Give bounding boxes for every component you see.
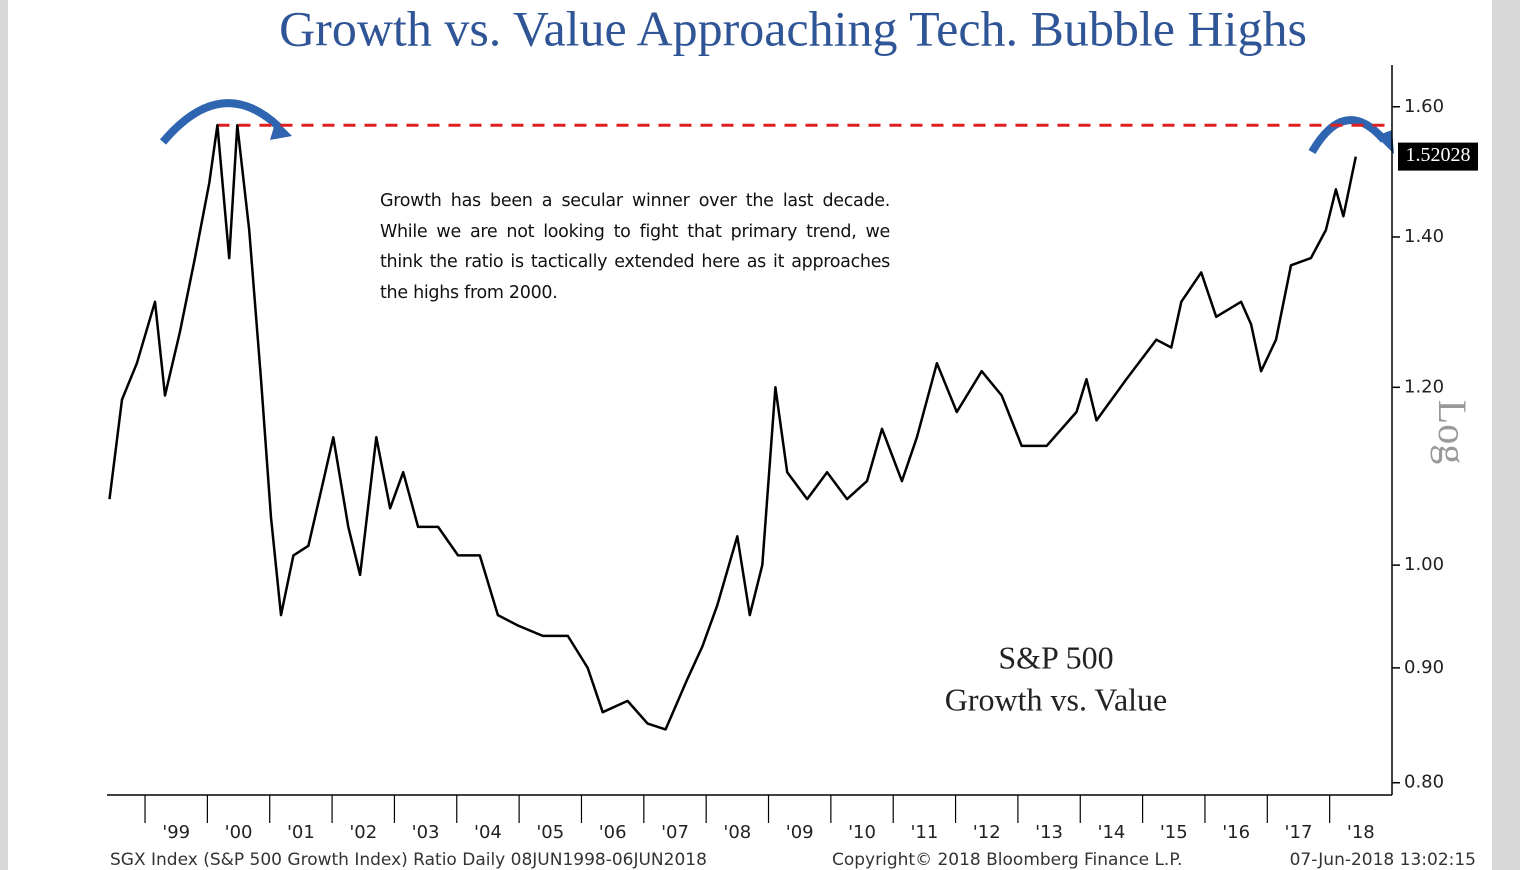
arrow-head — [1376, 130, 1394, 154]
y-axis-label: Log — [1430, 400, 1475, 464]
x-tick-label: '14 — [1098, 822, 1126, 843]
y-tick-label: 1.00 — [1404, 554, 1444, 575]
x-tick-label: '10 — [848, 822, 876, 843]
y-tick-label: 1.60 — [1404, 96, 1444, 117]
footer: Copyright© 2018 Bloomberg Finance L.P. — [832, 850, 1182, 870]
chart-title: Growth vs. Value Approaching Tech. Bubbl… — [279, 0, 1307, 56]
y-tick-label: 0.80 — [1404, 772, 1444, 793]
y-tick-label: 1.40 — [1404, 226, 1444, 247]
x-tick-label: '17 — [1285, 822, 1313, 843]
x-tick-label: '09 — [786, 822, 814, 843]
footer: SGX Index (S&P 500 Growth Index) Ratio D… — [110, 850, 707, 870]
last-value-label: 1.52028 — [1406, 144, 1471, 166]
inset-label: Growth vs. Value — [945, 681, 1168, 717]
x-tick-label: '07 — [661, 822, 689, 843]
x-tick-label: '16 — [1222, 822, 1250, 843]
x-tick-label: '04 — [474, 822, 502, 843]
x-tick-label: '11 — [910, 822, 938, 843]
arrow — [1308, 116, 1388, 155]
annotation: Growth has been a secular winner over th… — [380, 191, 890, 303]
x-tick-label: '13 — [1035, 822, 1063, 843]
x-tick-label: '99 — [162, 822, 190, 843]
x-tick-label: '02 — [349, 822, 377, 843]
inset-label: S&P 500 — [998, 639, 1113, 675]
data-line — [108, 123, 1358, 731]
x-tick-label: '03 — [412, 822, 440, 843]
last-value-badge — [1398, 142, 1478, 171]
x-tick-label: '12 — [973, 822, 1001, 843]
x-tick-label: '15 — [1160, 822, 1188, 843]
arrow — [159, 99, 283, 145]
footer: 07-Jun-2018 13:02:15 — [1290, 850, 1476, 870]
x-tick-label: '00 — [225, 822, 253, 843]
x-tick-label: '05 — [536, 822, 564, 843]
x-tick-label: '01 — [287, 822, 315, 843]
x-tick-label: '06 — [599, 822, 627, 843]
x-tick-label: '18 — [1347, 822, 1375, 843]
x-tick-label: '08 — [723, 822, 751, 843]
arrow-head — [270, 120, 292, 140]
y-tick-label: 1.20 — [1404, 376, 1444, 397]
panel — [8, 0, 1492, 870]
y-tick-label: 0.90 — [1404, 657, 1444, 678]
